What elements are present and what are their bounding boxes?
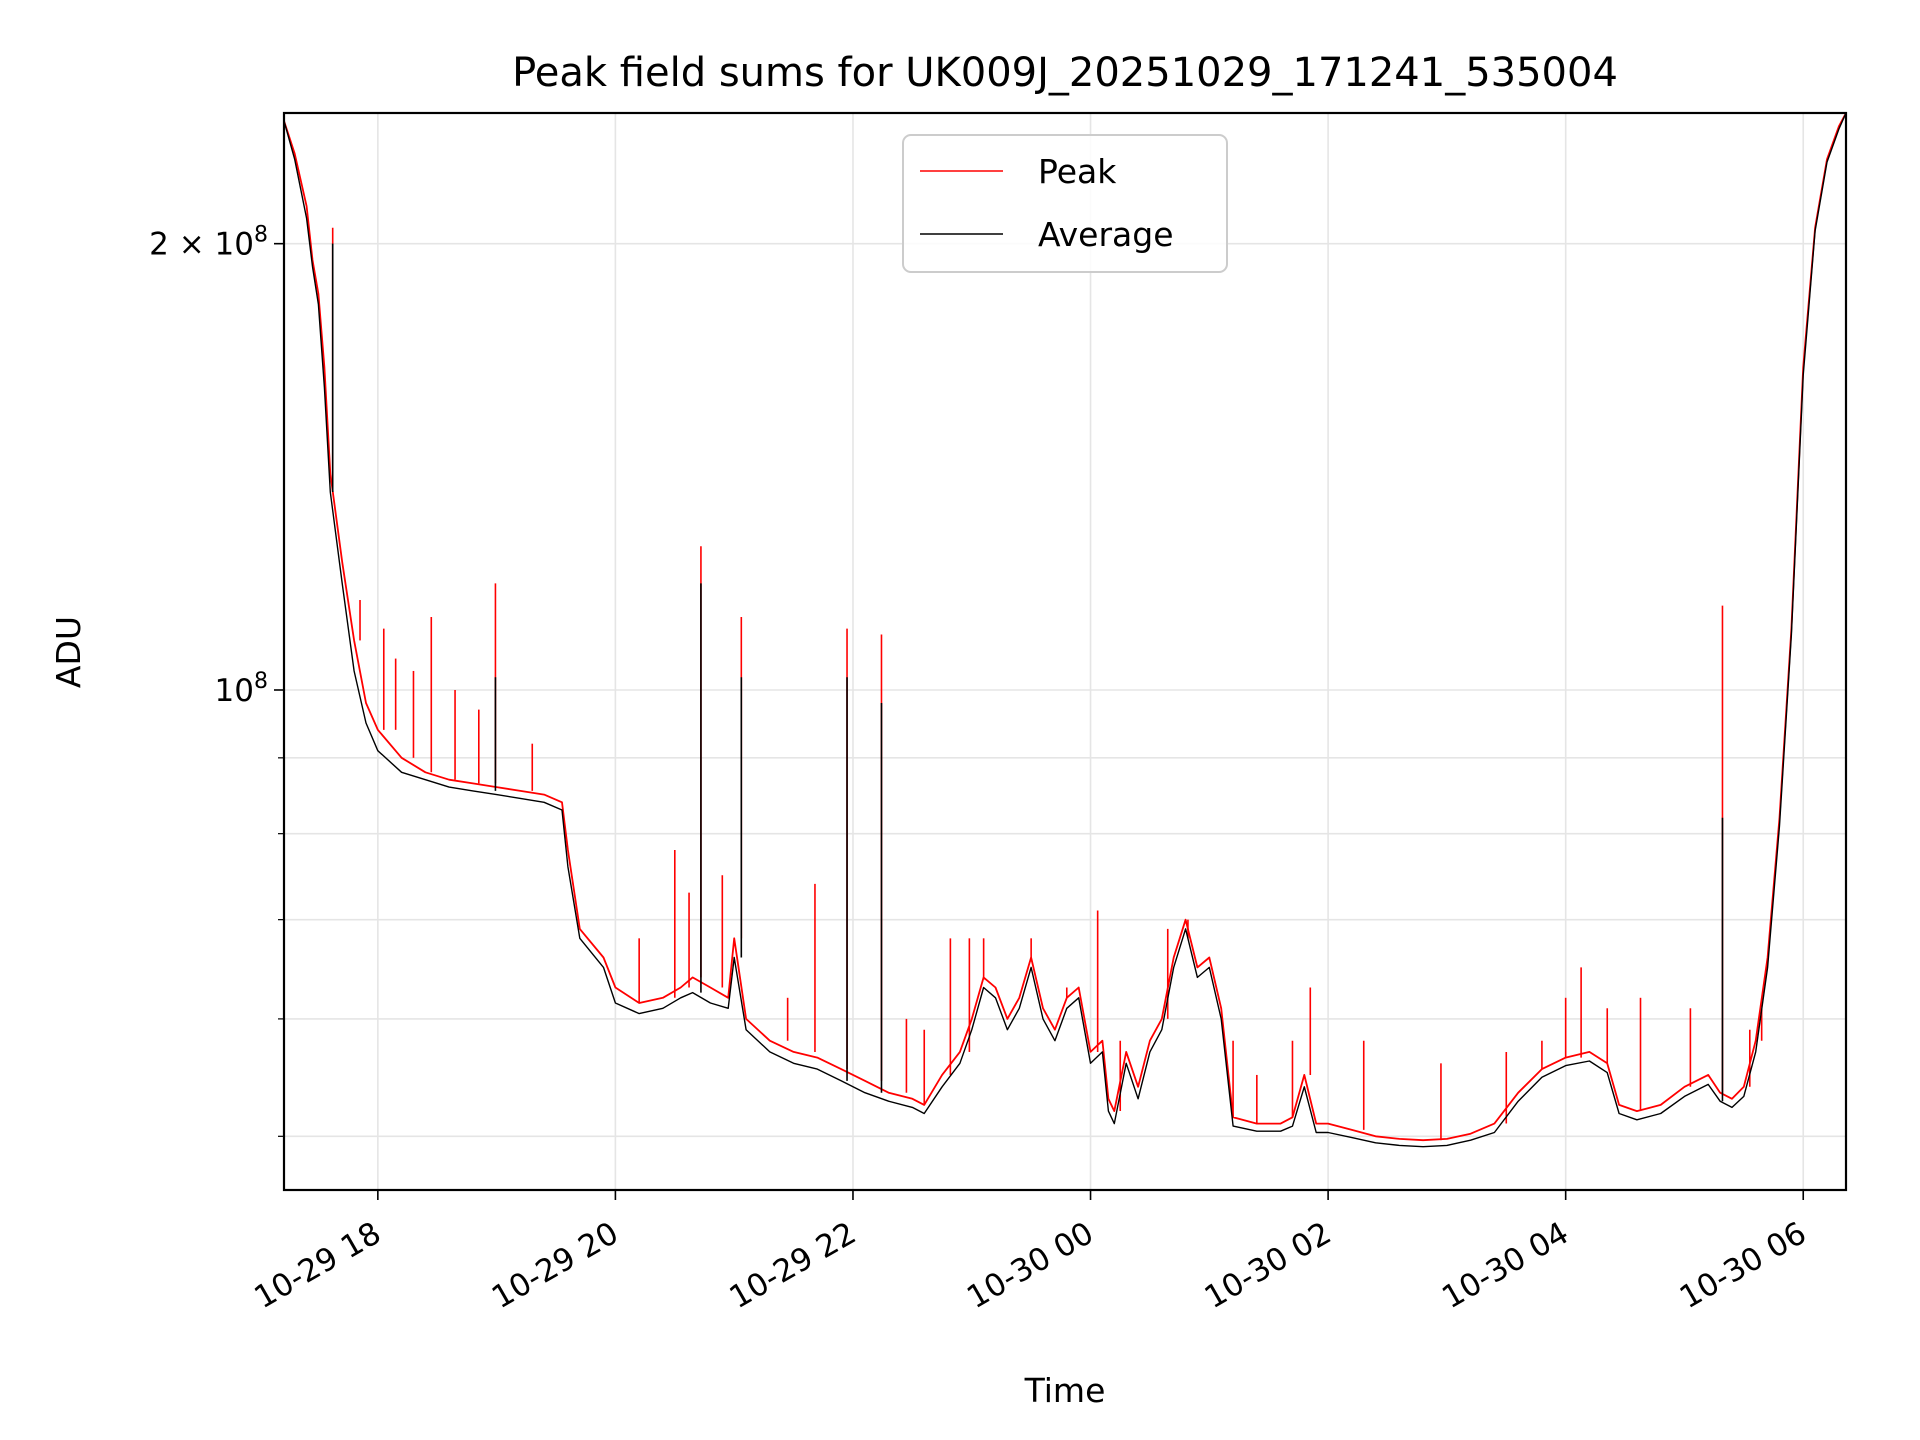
chart-title: Peak field sums for UK009J_20251029_1712… [512,50,1618,96]
legend-label-average: Average [1038,215,1174,254]
y-tick-label: 108 [215,669,268,709]
x-axis-label: Time [1024,1371,1106,1410]
series-line-peak [283,112,1847,1142]
y-tick-label: 2 × 108 [149,223,268,263]
legend-label-peak: Peak [1038,152,1117,191]
grid-lines [284,113,1846,1190]
legend-box [902,134,1228,273]
series-line-average [283,112,1847,1148]
legend: Peak Average [902,134,1228,273]
plot-frame [282,111,1848,1192]
series-lines [283,112,1847,1148]
y-axis-label: ADU [49,616,88,688]
